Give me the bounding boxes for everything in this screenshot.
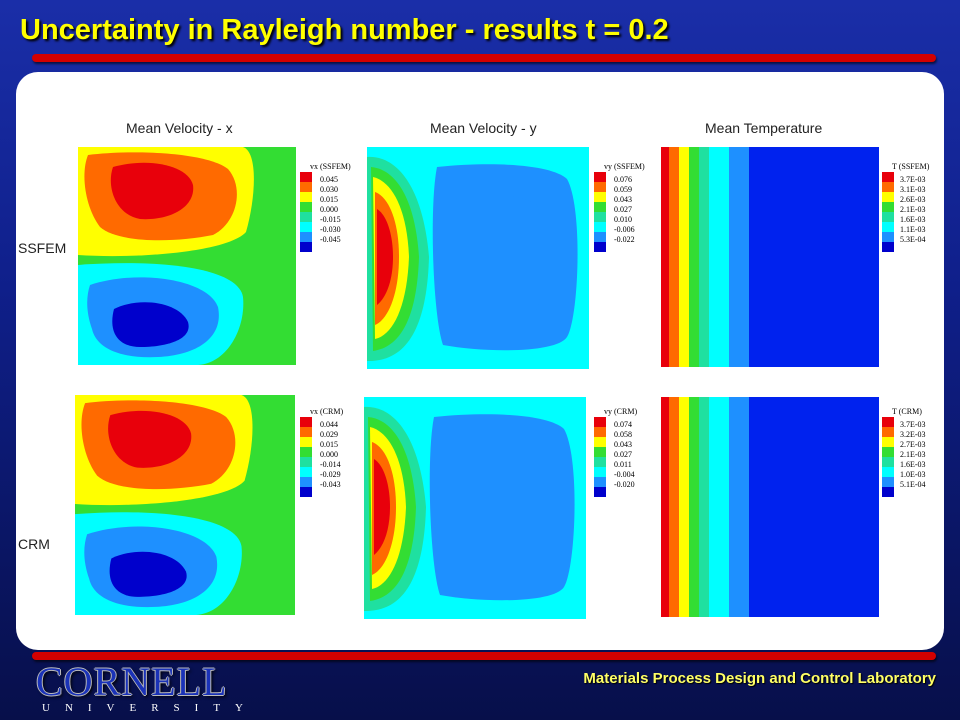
legend-value: -0.029 — [320, 470, 341, 479]
column-title-temperature: Mean Temperature — [705, 120, 823, 136]
legend-value: 1.6E-03 — [900, 215, 926, 224]
legend-value: 0.011 — [614, 460, 632, 469]
crm-temperature-contour-plot — [661, 397, 879, 617]
ssfem-vx-legend: vx (SSFEM) 0.045 0.030 0.015 0.000 -0.01… — [300, 162, 351, 252]
logo-wordmark: CORNELL — [36, 659, 228, 704]
row-label-crm: CRM — [18, 536, 50, 552]
legend-value: 3.1E-03 — [900, 185, 926, 194]
legend-value: -0.022 — [614, 235, 635, 244]
legend-value: 0.010 — [614, 215, 632, 224]
footer-divider — [32, 652, 936, 660]
ssfem-vy-contour-plot — [367, 147, 589, 369]
crm-vx-contour-plot — [75, 395, 295, 615]
crm-temperature-legend: T (CRM) 3.7E-03 3.2E-03 2.7E-03 2.1E-03 … — [882, 407, 926, 497]
legend-value: 3.7E-03 — [900, 420, 926, 429]
legend-value: -0.006 — [614, 225, 635, 234]
legend-value: 0.015 — [320, 195, 338, 204]
legend-value: 5.3E-04 — [900, 235, 926, 244]
column-title-vy: Mean Velocity - y — [430, 120, 537, 136]
legend-value: 0.059 — [614, 185, 632, 194]
legend-value: -0.030 — [320, 225, 341, 234]
legend-value: 1.0E-03 — [900, 470, 926, 479]
legend-value: 0.000 — [320, 450, 338, 459]
ssfem-vx-contour-plot — [78, 147, 296, 365]
legend-value: 3.7E-03 — [900, 175, 926, 184]
legend-value: 0.043 — [614, 440, 632, 449]
legend-value: 0.045 — [320, 175, 338, 184]
legend-value: 0.074 — [614, 420, 632, 429]
legend-value: 2.1E-03 — [900, 205, 926, 214]
legend-value: 1.6E-03 — [900, 460, 926, 469]
legend-value: 0.030 — [320, 185, 338, 194]
crm-vy-legend: vy (CRM) 0.074 0.058 0.043 0.027 0.011 -… — [594, 407, 637, 497]
legend-value: 2.1E-03 — [900, 450, 926, 459]
legend-value: 0.015 — [320, 440, 338, 449]
legend-value: 0.043 — [614, 195, 632, 204]
legend-value: 5.1E-04 — [900, 480, 926, 489]
ssfem-temperature-contour-plot — [661, 147, 879, 367]
legend-title: vy (SSFEM) — [604, 162, 645, 171]
legend-value: -0.020 — [614, 480, 635, 489]
legend-title: vx (SSFEM) — [310, 162, 351, 171]
title-divider — [32, 54, 936, 62]
legend-title: T (CRM) — [892, 407, 922, 416]
legend-value: -0.043 — [320, 480, 341, 489]
legend-value: -0.004 — [614, 470, 635, 479]
legend-title: vy (CRM) — [604, 407, 637, 416]
column-title-vx: Mean Velocity - x — [126, 120, 233, 136]
legend-value: 0.027 — [614, 205, 632, 214]
crm-vx-legend: vx (CRM) 0.044 0.029 0.015 0.000 -0.014 … — [300, 407, 343, 497]
legend-value: 2.6E-03 — [900, 195, 926, 204]
legend-value: -0.015 — [320, 215, 341, 224]
crm-vy-contour-plot — [364, 397, 586, 619]
legend-value: -0.045 — [320, 235, 341, 244]
legend-value: 0.058 — [614, 430, 632, 439]
legend-title: T (SSFEM) — [892, 162, 930, 171]
footer-lab-name: Materials Process Design and Control Lab… — [583, 670, 936, 687]
legend-value: 0.076 — [614, 175, 632, 184]
legend-value: 2.7E-03 — [900, 440, 926, 449]
legend-value: 0.044 — [320, 420, 338, 429]
cornell-logo: CORNELL UNIVERSITY — [36, 659, 258, 715]
row-label-ssfem: SSFEM — [18, 240, 67, 256]
ssfem-vy-legend: vy (SSFEM) 0.076 0.059 0.043 0.027 0.010… — [594, 162, 645, 252]
logo-subtitle: UNIVERSITY — [42, 702, 258, 714]
legend-value: 1.1E-03 — [900, 225, 926, 234]
legend-value: 0.000 — [320, 205, 338, 214]
legend-value: 3.2E-03 — [900, 430, 926, 439]
legend-title: vx (CRM) — [310, 407, 343, 416]
slide-title: Uncertainty in Rayleigh number - results… — [20, 14, 669, 46]
legend-value: -0.014 — [320, 460, 341, 469]
ssfem-temperature-legend: T (SSFEM) 3.7E-03 3.1E-03 2.6E-03 2.1E-0… — [882, 162, 930, 252]
legend-value: 0.027 — [614, 450, 632, 459]
legend-value: 0.029 — [320, 430, 338, 439]
